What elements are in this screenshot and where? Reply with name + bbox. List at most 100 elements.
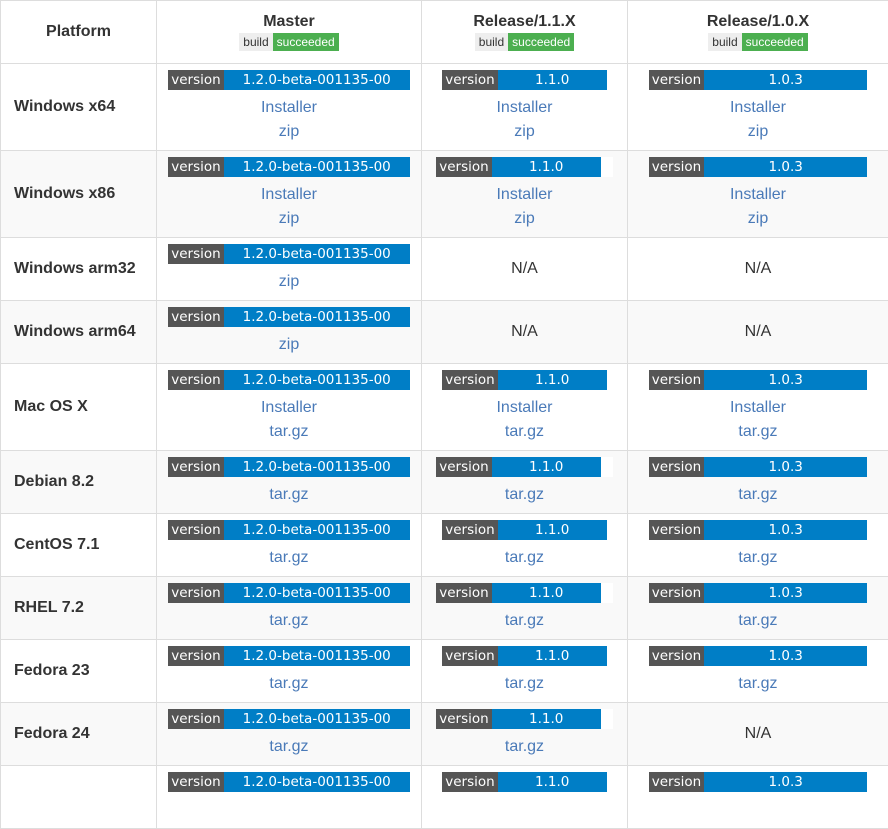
platform-name: Windows x64 [1, 64, 157, 151]
targz-link[interactable]: tar.gz [422, 609, 627, 633]
installer-link[interactable]: Installer [628, 96, 888, 120]
zip-link[interactable]: zip [157, 333, 421, 357]
installer-link[interactable]: Installer [628, 183, 888, 207]
platform-name: Fedora 23 [1, 640, 157, 703]
targz-link[interactable]: tar.gz [157, 672, 421, 696]
zip-link[interactable]: zip [628, 207, 888, 231]
targz-link[interactable]: tar.gz [157, 420, 421, 444]
targz-link[interactable]: tar.gz [157, 609, 421, 633]
targz-link[interactable]: tar.gz [628, 609, 888, 633]
zip-link[interactable]: zip [422, 120, 627, 144]
not-available: N/A [628, 301, 888, 364]
installer-link[interactable]: Installer [422, 183, 627, 207]
targz-link[interactable]: tar.gz [628, 420, 888, 444]
installer-link[interactable]: Installer [157, 396, 421, 420]
installer-link[interactable]: Installer [628, 396, 888, 420]
targz-link[interactable]: tar.gz [157, 483, 421, 507]
installer-link[interactable]: Installer [157, 183, 421, 207]
targz-link[interactable]: tar.gz [422, 735, 627, 759]
zip-link[interactable]: zip [157, 120, 421, 144]
not-available: N/A [628, 238, 888, 301]
targz-link[interactable]: tar.gz [422, 420, 627, 444]
zip-link[interactable]: zip [628, 120, 888, 144]
installer-link[interactable]: Installer [422, 396, 627, 420]
zip-link[interactable]: zip [157, 207, 421, 231]
targz-link[interactable]: tar.gz [157, 735, 421, 759]
targz-link[interactable]: tar.gz [628, 672, 888, 696]
targz-link[interactable]: tar.gz [422, 483, 627, 507]
zip-link[interactable]: zip [422, 207, 627, 231]
targz-link[interactable]: tar.gz [422, 672, 627, 696]
installer-link[interactable]: Installer [422, 96, 627, 120]
platform-name: Windows arm32 [1, 238, 157, 301]
zip-link[interactable]: zip [157, 270, 421, 294]
platform-name: Fedora 24 [1, 703, 157, 766]
targz-link[interactable]: tar.gz [422, 546, 627, 570]
targz-link[interactable]: tar.gz [628, 546, 888, 570]
column-title: Release/1.0.X [628, 13, 888, 31]
column-title: Master [157, 13, 421, 31]
installer-link[interactable]: Installer [157, 96, 421, 120]
targz-link[interactable]: tar.gz [628, 483, 888, 507]
platform-name: CentOS 7.1 [1, 514, 157, 577]
targz-link[interactable]: tar.gz [157, 546, 421, 570]
